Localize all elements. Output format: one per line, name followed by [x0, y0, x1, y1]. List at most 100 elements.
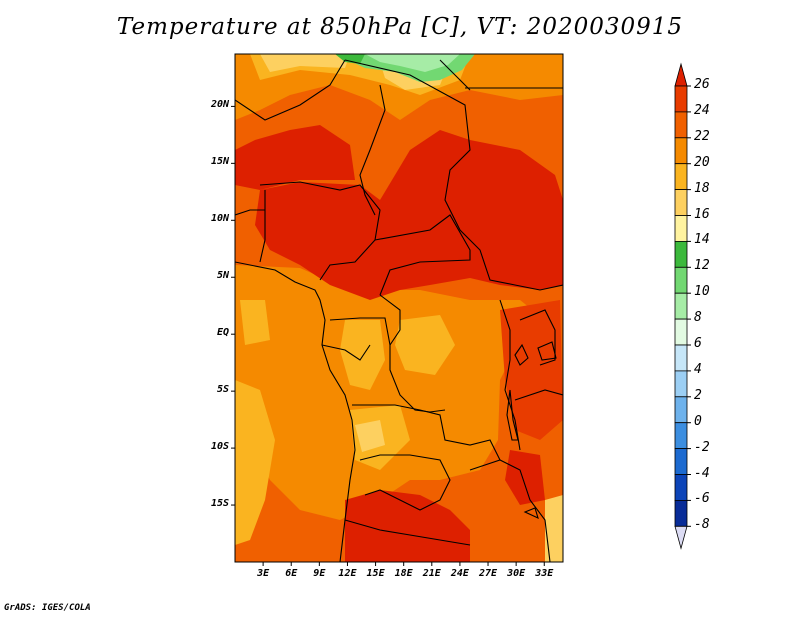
colorbar-swatch — [674, 266, 688, 294]
footer-credit: GrADS: IGES/COLA — [4, 603, 91, 613]
colorbar-label: 24 — [694, 102, 710, 118]
colorbar-bottom-arrow — [674, 525, 688, 550]
colorbar-label: 18 — [694, 180, 710, 196]
lon-label: 27E — [478, 568, 498, 579]
country-borders — [235, 59, 563, 562]
colorbar-top-arrow — [674, 62, 688, 87]
lake-outline — [506, 389, 519, 441]
lat-label: 5S — [216, 384, 229, 396]
field-18-20-sw — [235, 380, 275, 545]
colorbar-label: 22 — [694, 128, 710, 144]
lon-label: 12E — [338, 568, 357, 579]
axis-ticks — [231, 105, 545, 566]
colorbar-label: -4 — [694, 465, 710, 481]
lon-label: 33E — [535, 568, 554, 579]
lake-outline — [523, 507, 539, 520]
colorbar-label: 2 — [694, 387, 702, 403]
border-line — [344, 519, 471, 546]
colorbar-label: 16 — [694, 206, 710, 222]
lon-label: 3E — [257, 568, 270, 579]
colorbar-label: 12 — [694, 258, 710, 274]
border-line — [329, 317, 391, 346]
field-18-20-patch — [240, 300, 270, 345]
lat-label: 15S — [210, 498, 229, 510]
colorbar-swatch — [674, 85, 688, 113]
colorbar-swatch — [674, 137, 688, 165]
field-22-24-east — [500, 300, 563, 440]
lon-label: 18E — [394, 568, 413, 579]
colorbar-label: 10 — [694, 284, 710, 300]
border-line — [374, 214, 471, 296]
border-line — [352, 404, 501, 461]
lon-label: 15E — [366, 568, 385, 579]
colorbar — [674, 62, 691, 550]
colorbar-label: 20 — [694, 154, 710, 170]
colorbar-swatch — [674, 370, 688, 398]
field-16-18-se-edge — [545, 495, 563, 562]
colorbar-label: 8 — [694, 310, 702, 326]
colorbar-swatch — [674, 318, 688, 346]
field-24-26-region — [255, 130, 563, 300]
border-line — [235, 209, 265, 216]
lon-label: 21E — [422, 568, 441, 579]
colorbar-label: -2 — [694, 439, 710, 455]
lon-label: 24E — [450, 568, 469, 579]
lat-label: 10S — [210, 441, 229, 453]
colorbar-swatch — [674, 240, 688, 268]
colorbar-label: -8 — [694, 517, 710, 533]
border-line — [259, 190, 266, 263]
colorbar-label: 6 — [694, 336, 702, 351]
colorbar-swatch — [674, 189, 688, 216]
colorbar-swatch — [674, 215, 688, 242]
field-18-20-patch — [395, 315, 455, 375]
border-line — [321, 344, 371, 361]
field-24-26-region — [345, 490, 470, 562]
colorbar-swatch — [674, 344, 688, 372]
field-20-22-region — [235, 265, 545, 520]
field-18-20-patch — [340, 320, 385, 390]
border-line — [514, 389, 563, 401]
lon-label: 30E — [507, 568, 526, 579]
lon-label: 6E — [285, 568, 298, 579]
lat-label: EQ — [216, 327, 229, 339]
border-line — [439, 59, 471, 91]
lat-label: 10N — [210, 213, 229, 225]
border-line — [259, 181, 381, 281]
map-title: Temperature at 850hPa [C], VT: 202003091… — [116, 14, 684, 40]
lat-label: 20N — [210, 99, 229, 111]
border-line — [499, 299, 521, 451]
colorbar-label: 26 — [694, 77, 710, 92]
border-line — [235, 59, 346, 121]
border-line — [344, 59, 563, 291]
colorbar-swatch — [674, 292, 688, 320]
field-14-16-pocket — [335, 54, 365, 64]
border-line — [359, 84, 386, 216]
colorbar-label: 0 — [694, 413, 702, 429]
temperature-field — [235, 54, 563, 562]
field-24-26-region — [505, 450, 545, 505]
border-line — [469, 459, 551, 562]
field-24-26-region — [235, 125, 355, 190]
lat-label: 5N — [216, 270, 229, 282]
field-10-12-pocket — [365, 54, 460, 72]
lat-label: 15N — [210, 156, 229, 168]
colorbar-label: 14 — [694, 232, 710, 248]
colorbar-swatch — [674, 396, 688, 424]
colorbar-swatch — [674, 422, 688, 450]
colorbar-swatch — [674, 474, 688, 501]
lake-outline — [514, 343, 529, 366]
map-frame — [234, 53, 564, 563]
border-line — [359, 454, 451, 511]
border-line — [519, 309, 556, 366]
colorbar-swatch — [674, 448, 688, 475]
colorbar-swatch — [674, 499, 688, 527]
field-16-18-patch — [355, 420, 385, 452]
lon-label: 9E — [313, 568, 326, 579]
colorbar-label: -6 — [694, 491, 710, 507]
lake-outline — [537, 341, 557, 361]
field-16-18-north — [260, 54, 350, 72]
colorbar-label: 4 — [694, 361, 702, 377]
colorbar-swatch — [674, 163, 688, 190]
colorbar-swatch — [674, 111, 688, 139]
